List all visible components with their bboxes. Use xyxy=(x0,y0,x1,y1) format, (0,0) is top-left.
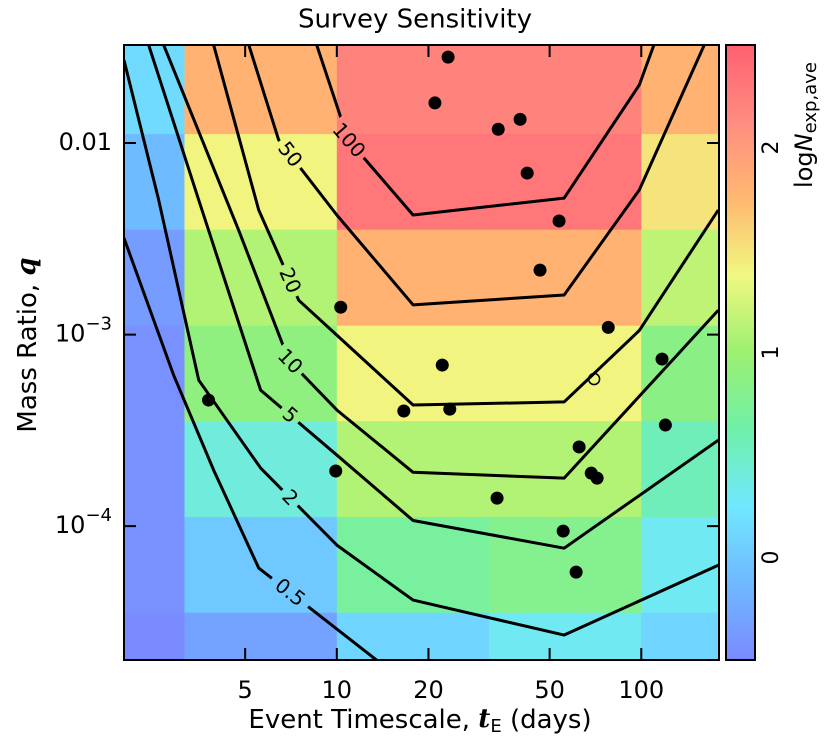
heat-cell xyxy=(641,612,720,661)
colorbar-label: logNexp,ave xyxy=(790,62,821,188)
heatmap xyxy=(124,45,720,661)
data-point xyxy=(590,471,604,485)
points xyxy=(202,50,672,579)
heat-cell xyxy=(336,420,490,518)
data-point xyxy=(658,418,672,432)
data-point xyxy=(435,358,449,372)
contour-line xyxy=(124,59,719,637)
colorbar-tick-label: 0 xyxy=(759,551,784,565)
contour-line xyxy=(162,45,719,480)
data-point xyxy=(655,352,669,366)
contours xyxy=(124,45,719,660)
contour-line xyxy=(247,45,706,307)
heat-cell xyxy=(488,45,642,135)
heat-cell xyxy=(124,420,185,518)
heat-cell xyxy=(336,612,490,661)
colorbar-label-sub: exp,ave xyxy=(800,62,821,133)
data-point xyxy=(428,96,442,110)
data-point xyxy=(441,50,455,64)
x-tick-label: 50 xyxy=(534,676,565,704)
heat-cell xyxy=(488,420,642,518)
colorbar-label-var: N xyxy=(790,133,818,151)
heat-cell xyxy=(488,325,642,422)
data-point xyxy=(202,393,216,407)
heat-cell xyxy=(641,420,720,518)
data-point xyxy=(490,491,504,505)
heat-cell xyxy=(184,45,338,135)
data-point xyxy=(329,464,343,478)
chart-title: Survey Sensitivity xyxy=(298,5,532,35)
contour-line xyxy=(315,45,656,217)
open-point xyxy=(587,372,601,386)
heat-cell xyxy=(124,612,185,661)
x-tick-label: 5 xyxy=(238,676,253,704)
y-tick-base: 10 xyxy=(55,320,86,348)
y-tick-label: 10−4 xyxy=(55,505,112,539)
heat-cell xyxy=(184,612,338,661)
x-label-var: t xyxy=(478,704,490,734)
heat-cell xyxy=(641,325,720,422)
heat-cell xyxy=(184,229,338,326)
data-point xyxy=(513,112,527,126)
heat-cell xyxy=(641,45,720,135)
x-label-text: Event Timescale, xyxy=(248,705,478,735)
contour-line xyxy=(147,45,719,550)
data-point xyxy=(491,122,505,136)
heat-cell xyxy=(641,133,720,230)
heat-cell xyxy=(641,516,720,613)
colorbar xyxy=(725,44,756,661)
y-axis-label: Mass Ratio, q xyxy=(12,257,43,432)
heat-cell xyxy=(488,133,642,230)
heat-cell xyxy=(488,612,642,661)
x-label-sub: E xyxy=(490,716,501,737)
heat-cell xyxy=(184,516,338,613)
data-point xyxy=(572,440,586,454)
x-tick-label: 20 xyxy=(413,676,444,704)
heat-cell xyxy=(336,45,490,135)
contour-line xyxy=(212,45,719,407)
data-point xyxy=(334,300,348,314)
heat-cell xyxy=(488,229,642,326)
y-tick-base: 10 xyxy=(55,511,86,539)
y-tick-exponent: −3 xyxy=(85,314,112,335)
data-point xyxy=(556,524,570,538)
x-axis-label: Event Timescale, tE (days) xyxy=(248,704,591,737)
y-tick-base: 0.01 xyxy=(59,128,112,156)
heat-cell xyxy=(124,325,185,422)
colorbar-tick-label: 2 xyxy=(759,141,784,155)
data-point xyxy=(443,402,457,416)
plot-frame xyxy=(123,44,720,661)
x-tick-label: 100 xyxy=(618,676,664,704)
y-label-var: q xyxy=(12,257,42,275)
y-label-text: Mass Ratio, xyxy=(13,276,43,433)
heat-cell xyxy=(336,325,490,422)
data-point xyxy=(533,263,547,277)
contour-line xyxy=(124,237,378,660)
x-label-suffix: (days) xyxy=(502,705,592,735)
x-tick-label: 10 xyxy=(322,676,353,704)
colorbar-tick-label: 1 xyxy=(759,346,784,360)
y-tick-label: 10−3 xyxy=(55,314,112,348)
data-point xyxy=(520,166,534,180)
data-point xyxy=(397,404,411,418)
y-tick-exponent: −4 xyxy=(85,505,112,526)
data-point xyxy=(601,320,615,334)
y-tick-label: 0.01 xyxy=(59,128,112,156)
data-point xyxy=(569,565,583,579)
colorbar-label-text: log xyxy=(790,151,818,188)
heat-cell xyxy=(184,325,338,422)
data-point xyxy=(552,214,566,228)
heat-cell xyxy=(124,516,185,613)
